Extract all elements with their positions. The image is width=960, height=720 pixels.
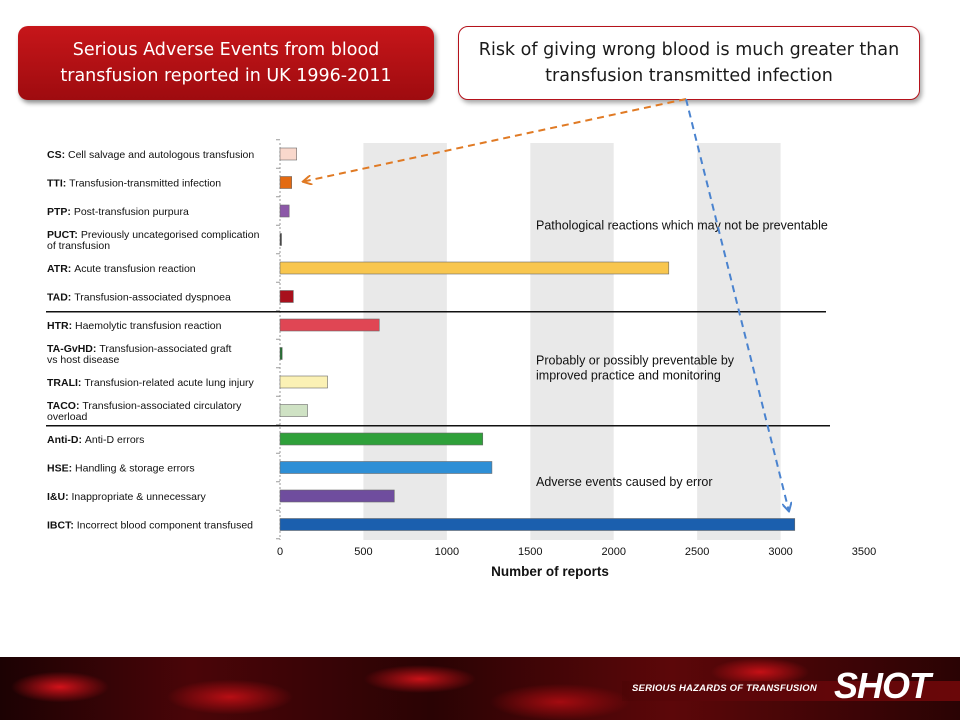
x-tick-label: 1000	[435, 546, 459, 558]
footer-band	[622, 681, 960, 701]
bar-hse	[279, 461, 493, 474]
group-annotation: Probably or possibly preventable by	[536, 353, 735, 367]
category-label: ATR: Acute transfusion reaction	[47, 263, 196, 275]
group-annotation: Pathological reactions which may not be …	[536, 218, 828, 232]
bar-taco	[279, 404, 308, 417]
grid-band	[363, 143, 447, 540]
bar-trali	[279, 375, 328, 389]
bar-cs	[279, 147, 297, 161]
group-annotation: improved practice and monitoring	[536, 368, 721, 382]
category-label: TA-GvHD: Transfusion-associated graft	[47, 343, 231, 355]
x-tick-label: 2500	[685, 546, 709, 558]
arrow-to-ibct	[685, 98, 789, 511]
category-label: TAD: Transfusion-associated dyspnoea	[47, 292, 231, 304]
arrow-to-tti	[304, 98, 687, 182]
bar-iu	[279, 489, 395, 503]
x-tick-label: 1500	[518, 546, 542, 558]
x-tick-label: 500	[354, 546, 372, 558]
slide-title: Serious Adverse Events from blood transf…	[18, 26, 434, 100]
x-tick-label: 3000	[768, 546, 792, 558]
bar-antid	[279, 432, 484, 446]
bar-tad	[279, 290, 294, 303]
category-label: TTI: Transfusion-transmitted infection	[47, 178, 221, 190]
bar-htr	[279, 318, 380, 332]
grid-band	[530, 143, 614, 540]
category-label: CS: Cell salvage and autologous transfus…	[47, 149, 254, 161]
category-label: TRALI: Transfusion-related acute lung in…	[47, 377, 255, 389]
risk-callout: Risk of giving wrong blood is much great…	[458, 26, 920, 100]
bar-ibct	[279, 518, 796, 531]
bar-tagvhd	[279, 347, 283, 360]
category-label: PUCT: Previously uncategorised complicat…	[47, 229, 260, 241]
category-label: IBCT: Incorrect blood component transfus…	[47, 520, 253, 532]
category-label: vs host disease	[47, 354, 120, 366]
bar-puct	[279, 233, 282, 246]
x-tick-label: 0	[277, 546, 283, 558]
category-label: HTR: Haemolytic transfusion reaction	[47, 320, 222, 332]
category-label: Anti-D: Anti-D errors	[47, 434, 144, 446]
grid-band	[697, 143, 781, 540]
category-label: of transfusion	[47, 240, 110, 252]
shot-logo: SHOT	[834, 665, 931, 706]
footer-tagline: SERIOUS HAZARDS OF TRANSFUSION	[632, 683, 817, 694]
bar-chart: 0 500 1000 1500 2000 2500 3000 3500 Number of re…	[46, 98, 876, 579]
bar-ptp	[279, 204, 290, 218]
category-label: TACO: Transfusion-associated circulatory	[47, 400, 242, 412]
bar-tti	[279, 176, 292, 189]
category-label: overload	[47, 411, 87, 423]
group-annotation: Adverse events caused by error	[536, 475, 712, 489]
footer-banner: SERIOUS HAZARDS OF TRANSFUSION SHOT	[0, 657, 960, 720]
category-label: PTP: Post-transfusion purpura	[47, 206, 189, 218]
bar-atr	[279, 261, 670, 275]
x-tick-label: 2000	[601, 546, 625, 558]
x-axis-title: Number of reports	[491, 564, 609, 579]
category-label: I&U: Inappropriate & unnecessary	[47, 491, 206, 503]
x-tick-label: 3500	[852, 546, 876, 558]
category-label: HSE: Handling & storage errors	[47, 463, 195, 475]
